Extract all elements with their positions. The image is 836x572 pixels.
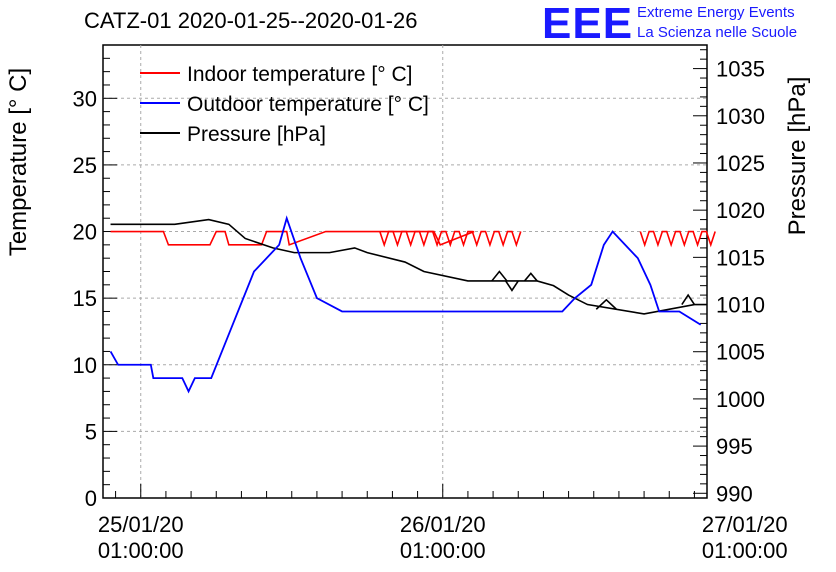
indoor-zigzag bbox=[379, 230, 522, 248]
logo-text-line2: La Scienza nelle Scuole bbox=[637, 24, 798, 41]
x-tick-label-time: 01:00:00 bbox=[98, 538, 184, 563]
pressure-bump bbox=[505, 280, 519, 292]
y2-tick-label: 1015 bbox=[716, 245, 765, 270]
x-tick-label-date: 27/01/20 bbox=[702, 512, 788, 537]
data-lines bbox=[109, 215, 716, 394]
pressure-bump bbox=[491, 270, 508, 282]
y-tick-label: 10 bbox=[73, 353, 97, 378]
y2-axis-label: Pressure [hPa] bbox=[784, 77, 811, 236]
y-tick-label: 30 bbox=[73, 86, 97, 111]
y2-tick-label: 1035 bbox=[716, 57, 765, 82]
y2-tick-label: 1005 bbox=[716, 340, 765, 365]
y2-tick-label: 1025 bbox=[716, 151, 765, 176]
x-tick-label-time: 01:00:00 bbox=[702, 538, 788, 563]
y2-tick-label: 1020 bbox=[716, 198, 765, 223]
y-tick-label: 25 bbox=[73, 153, 97, 178]
y-tick-label: 0 bbox=[85, 486, 97, 511]
indoor-temperature-line bbox=[110, 230, 475, 246]
axis-ticks: 0510152025309909951000100510101015102010… bbox=[73, 44, 788, 563]
pressure-bump bbox=[595, 298, 617, 310]
y2-tick-label: 990 bbox=[716, 481, 753, 506]
logo-text-line1: Extreme Energy Events bbox=[637, 4, 795, 21]
x-tick-label-date: 26/01/20 bbox=[400, 512, 486, 537]
y-axis-label: Temperature [° C] bbox=[5, 68, 32, 256]
x-tick-label-date: 25/01/20 bbox=[98, 512, 184, 537]
pressure-bump bbox=[681, 293, 696, 305]
legend-label-outdoor: Outdoor temperature [° C] bbox=[187, 93, 429, 116]
pressure-line bbox=[110, 218, 707, 315]
y2-tick-label: 1030 bbox=[716, 104, 765, 129]
y-tick-label: 5 bbox=[85, 419, 97, 444]
eee-logo: EEE bbox=[542, 0, 634, 48]
y2-tick-label: 1000 bbox=[716, 387, 765, 412]
legend-label-indoor: Indoor temperature [° C] bbox=[187, 63, 413, 86]
pressure-bump bbox=[523, 272, 538, 282]
x-tick-label-time: 01:00:00 bbox=[400, 538, 486, 563]
y2-tick-label: 995 bbox=[716, 434, 753, 459]
indoor-zigzag bbox=[639, 230, 716, 248]
y-tick-label: 15 bbox=[73, 286, 97, 311]
y-tick-label: 20 bbox=[73, 220, 97, 245]
y2-tick-label: 1010 bbox=[716, 293, 765, 318]
legend-label-pressure: Pressure [hPa] bbox=[187, 123, 326, 146]
chart-title: CATZ-01 2020-01-25--2020-01-26 bbox=[84, 8, 418, 33]
outdoor-temperature-line bbox=[109, 215, 702, 394]
legend: Indoor temperature [° C] Outdoor tempera… bbox=[140, 63, 429, 146]
